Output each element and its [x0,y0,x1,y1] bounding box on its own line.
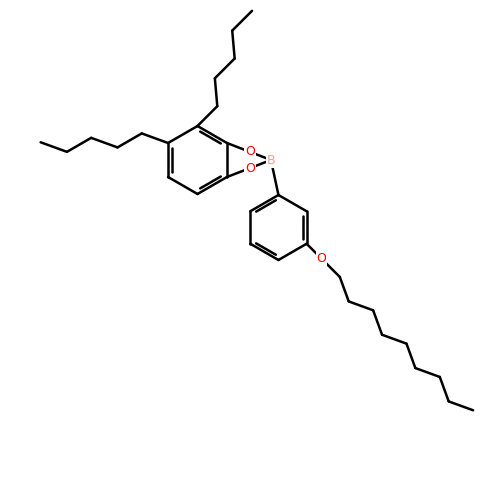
Text: B: B [266,154,276,166]
Text: O: O [245,162,255,174]
Text: O: O [245,146,255,158]
Text: O: O [316,252,326,265]
